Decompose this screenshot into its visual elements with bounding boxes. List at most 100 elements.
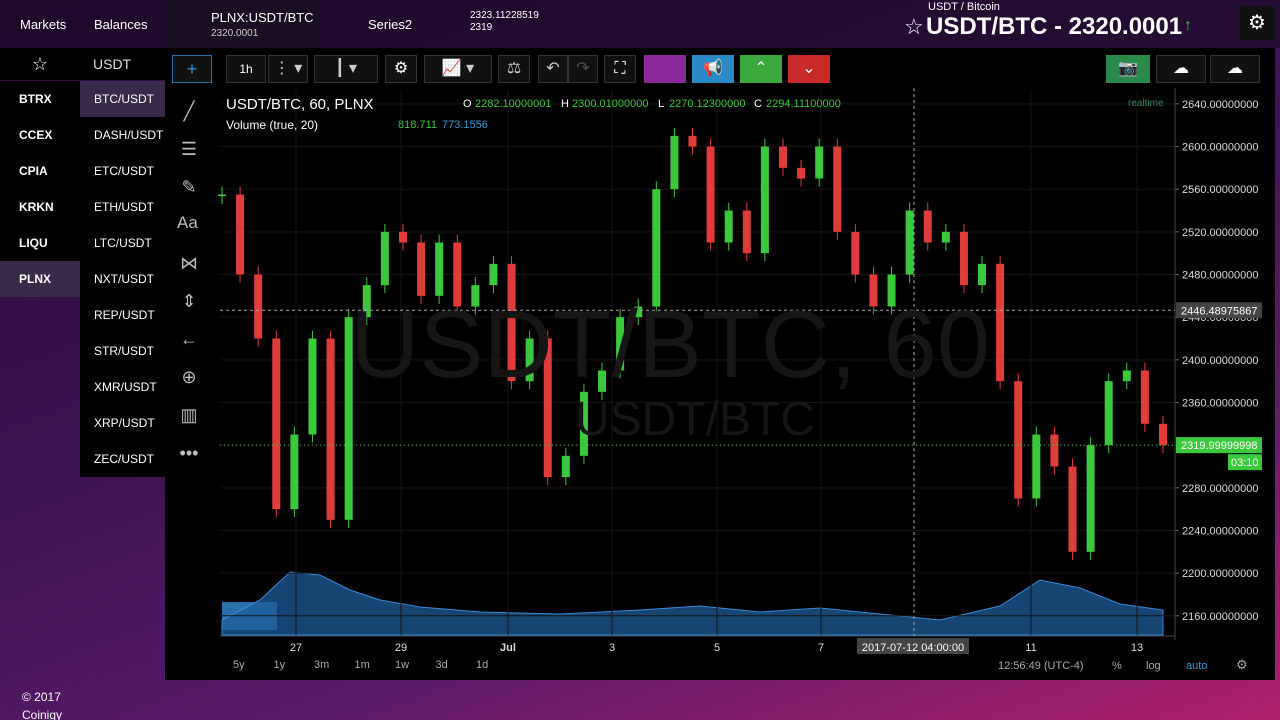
market-item[interactable]: LTC/USDT	[80, 225, 165, 261]
series-tab[interactable]: Series2	[368, 17, 413, 32]
market-item[interactable]: ZEC/USDT	[80, 441, 165, 477]
redo[interactable]: ↷	[568, 55, 598, 83]
exchange-item[interactable]: CPIA	[0, 153, 80, 189]
candle	[959, 231, 968, 286]
percent-toggle[interactable]: %	[1112, 660, 1122, 672]
market-item[interactable]: DASH/USDT	[80, 117, 165, 153]
market-item[interactable]: REP/USDT	[80, 297, 165, 333]
candle	[742, 210, 751, 254]
drawing-tools[interactable]: ╱ ☰ ✎	[180, 101, 198, 197]
footer-copyright: © 2017	[22, 690, 61, 704]
chart-style[interactable]: ┃ ▾	[314, 55, 378, 83]
candle	[308, 338, 317, 435]
candle	[489, 263, 498, 286]
y-tick-label: 2160.00000000	[1182, 611, 1258, 623]
exchange-item[interactable]: KRKN	[0, 189, 80, 225]
volume-title[interactable]: Volume (true, 20)	[226, 118, 319, 132]
range-button[interactable]: 1m	[354, 659, 370, 671]
candle	[688, 135, 697, 147]
indicators[interactable]: 📈 ▾	[424, 55, 492, 83]
range-button[interactable]: 3m	[314, 659, 330, 671]
exchange-item[interactable]: LIQU	[0, 225, 80, 261]
chart-settings[interactable]: ⚙	[1236, 657, 1248, 672]
x-tick-label: 3	[609, 642, 615, 654]
snapshot[interactable]: 📷	[1106, 55, 1150, 83]
undo[interactable]: ↶	[538, 55, 568, 83]
cube-button[interactable]	[644, 55, 686, 83]
market-item[interactable]: NXT/USDT	[80, 261, 165, 297]
candle	[1032, 434, 1041, 499]
y-tick-label: 2520.00000000	[1182, 227, 1258, 239]
load-chart[interactable]: ☁	[1156, 55, 1206, 83]
market-item[interactable]: ETH/USDT	[80, 189, 165, 225]
market-item[interactable]: BTC/USDT	[80, 81, 165, 117]
candle	[905, 210, 914, 275]
candle	[398, 231, 407, 243]
market-item[interactable]: XMR/USDT	[80, 369, 165, 405]
active-tab[interactable]	[165, 0, 320, 48]
y-tick-label: 2280.00000000	[1182, 483, 1258, 495]
interval-menu[interactable]: ⋮ ▾	[268, 55, 308, 83]
crosshair-price-box	[1176, 302, 1262, 319]
candle	[851, 231, 860, 275]
favorites[interactable]: ☆	[0, 48, 80, 80]
range-button[interactable]: 1y	[273, 659, 286, 671]
range-button[interactable]: 5y	[233, 659, 245, 671]
interval-button[interactable]: 1h	[226, 55, 266, 83]
settings-tool[interactable]: ⚙	[385, 55, 417, 83]
more-tools[interactable]: ⋈ ⇕ ← ⊕ ▥ •••	[179, 253, 199, 463]
candle	[706, 146, 715, 243]
open-value: 2282.10000001	[475, 98, 552, 110]
crosshair-tool[interactable]: +	[172, 55, 212, 83]
nav-balances[interactable]: Balances	[94, 17, 148, 32]
candle	[1068, 466, 1077, 552]
tab-pair[interactable]: PLNX:USDT/BTC	[211, 10, 314, 25]
candle	[941, 231, 950, 243]
y-tick-label: 2200.00000000	[1182, 568, 1258, 580]
x-tick-label: 13	[1131, 642, 1143, 654]
range-button[interactable]: 3d	[435, 659, 448, 671]
x-tick-label: Jul	[500, 642, 516, 654]
exchange-item[interactable]: BTRX	[0, 81, 80, 117]
save-chart[interactable]: ☁	[1210, 55, 1260, 83]
open-label: O	[463, 98, 472, 110]
candle	[254, 274, 263, 339]
settings-button[interactable]: ⚙	[1240, 6, 1274, 40]
sell-button[interactable]: ⌄	[788, 55, 830, 83]
candle	[815, 146, 824, 179]
last-price: 2319.99999998	[1181, 440, 1257, 452]
countdown: 03:10	[1231, 457, 1259, 469]
high-label: H	[561, 98, 569, 110]
volume-area	[221, 571, 1164, 636]
favorite-star[interactable]: ☆	[904, 14, 924, 39]
nav-markets[interactable]: Markets	[20, 17, 67, 32]
candle	[362, 285, 371, 318]
candle	[1086, 445, 1095, 552]
symbol-title[interactable]: USDT/BTC, 60, PLNX	[226, 96, 374, 113]
candle	[344, 317, 353, 520]
fullscreen[interactable]: ⛶	[604, 55, 636, 83]
exchange-item[interactable]: CCEX	[0, 117, 80, 153]
high-value: 2300.01000000	[572, 98, 649, 110]
announce-button[interactable]: 📢	[692, 55, 734, 83]
log-toggle[interactable]: log	[1146, 660, 1161, 672]
candle	[724, 210, 733, 243]
range-button[interactable]: 1w	[395, 659, 410, 671]
y-tick-label: 2560.00000000	[1182, 184, 1258, 196]
text-tool[interactable]: Aa	[177, 213, 198, 232]
market-item[interactable]: XRP/USDT	[80, 405, 165, 441]
exchange-item[interactable]: PLNX	[0, 261, 80, 297]
compare[interactable]: ⚖	[498, 55, 530, 83]
auto-toggle[interactable]: auto	[1186, 660, 1208, 672]
range-button[interactable]: 1d	[476, 659, 489, 671]
candle	[218, 194, 226, 197]
candle	[471, 285, 480, 307]
market-item[interactable]: STR/USDT	[80, 333, 165, 369]
y-tick-label: 2600.00000000	[1182, 142, 1258, 154]
candle	[326, 338, 335, 520]
market-filter[interactable]: USDT	[80, 48, 165, 80]
buy-button[interactable]: ⌃	[740, 55, 782, 83]
candle	[561, 455, 570, 478]
market-item[interactable]: ETC/USDT	[80, 153, 165, 189]
